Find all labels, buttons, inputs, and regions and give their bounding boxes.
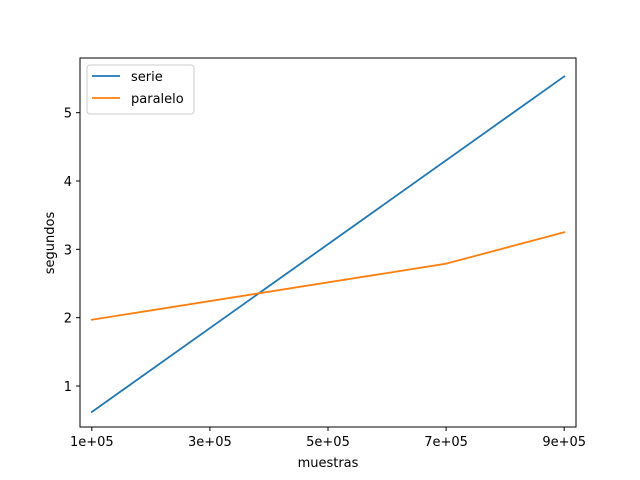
x-tick-label: 1e+05 [70,435,114,450]
series-line-paralelo [90,231,566,321]
legend: serie paralelo [86,64,195,115]
x-tick-label: 3e+05 [188,435,232,450]
axes-layer: 1e+05 3e+05 5e+05 7e+05 9e+05 1 2 3 4 5 [64,57,586,450]
y-tick-label: 4 [64,175,72,190]
y-axis-label: segundos [43,212,58,275]
y-tick-label: 5 [64,107,72,122]
legend-box [86,64,195,115]
plot-layer [90,75,566,414]
legend-label-paralelo: paralelo [131,92,184,107]
series-line-serie [90,75,566,414]
y-tick-label: 2 [64,312,72,327]
x-tick-label: 9e+05 [542,435,586,450]
x-tick-label: 7e+05 [424,435,468,450]
y-tick-label: 3 [64,243,72,258]
y-tick-label: 1 [64,380,72,395]
x-tick-label: 5e+05 [306,435,350,450]
x-axis-label: muestras [298,456,359,471]
legend-label-serie: serie [131,70,163,85]
